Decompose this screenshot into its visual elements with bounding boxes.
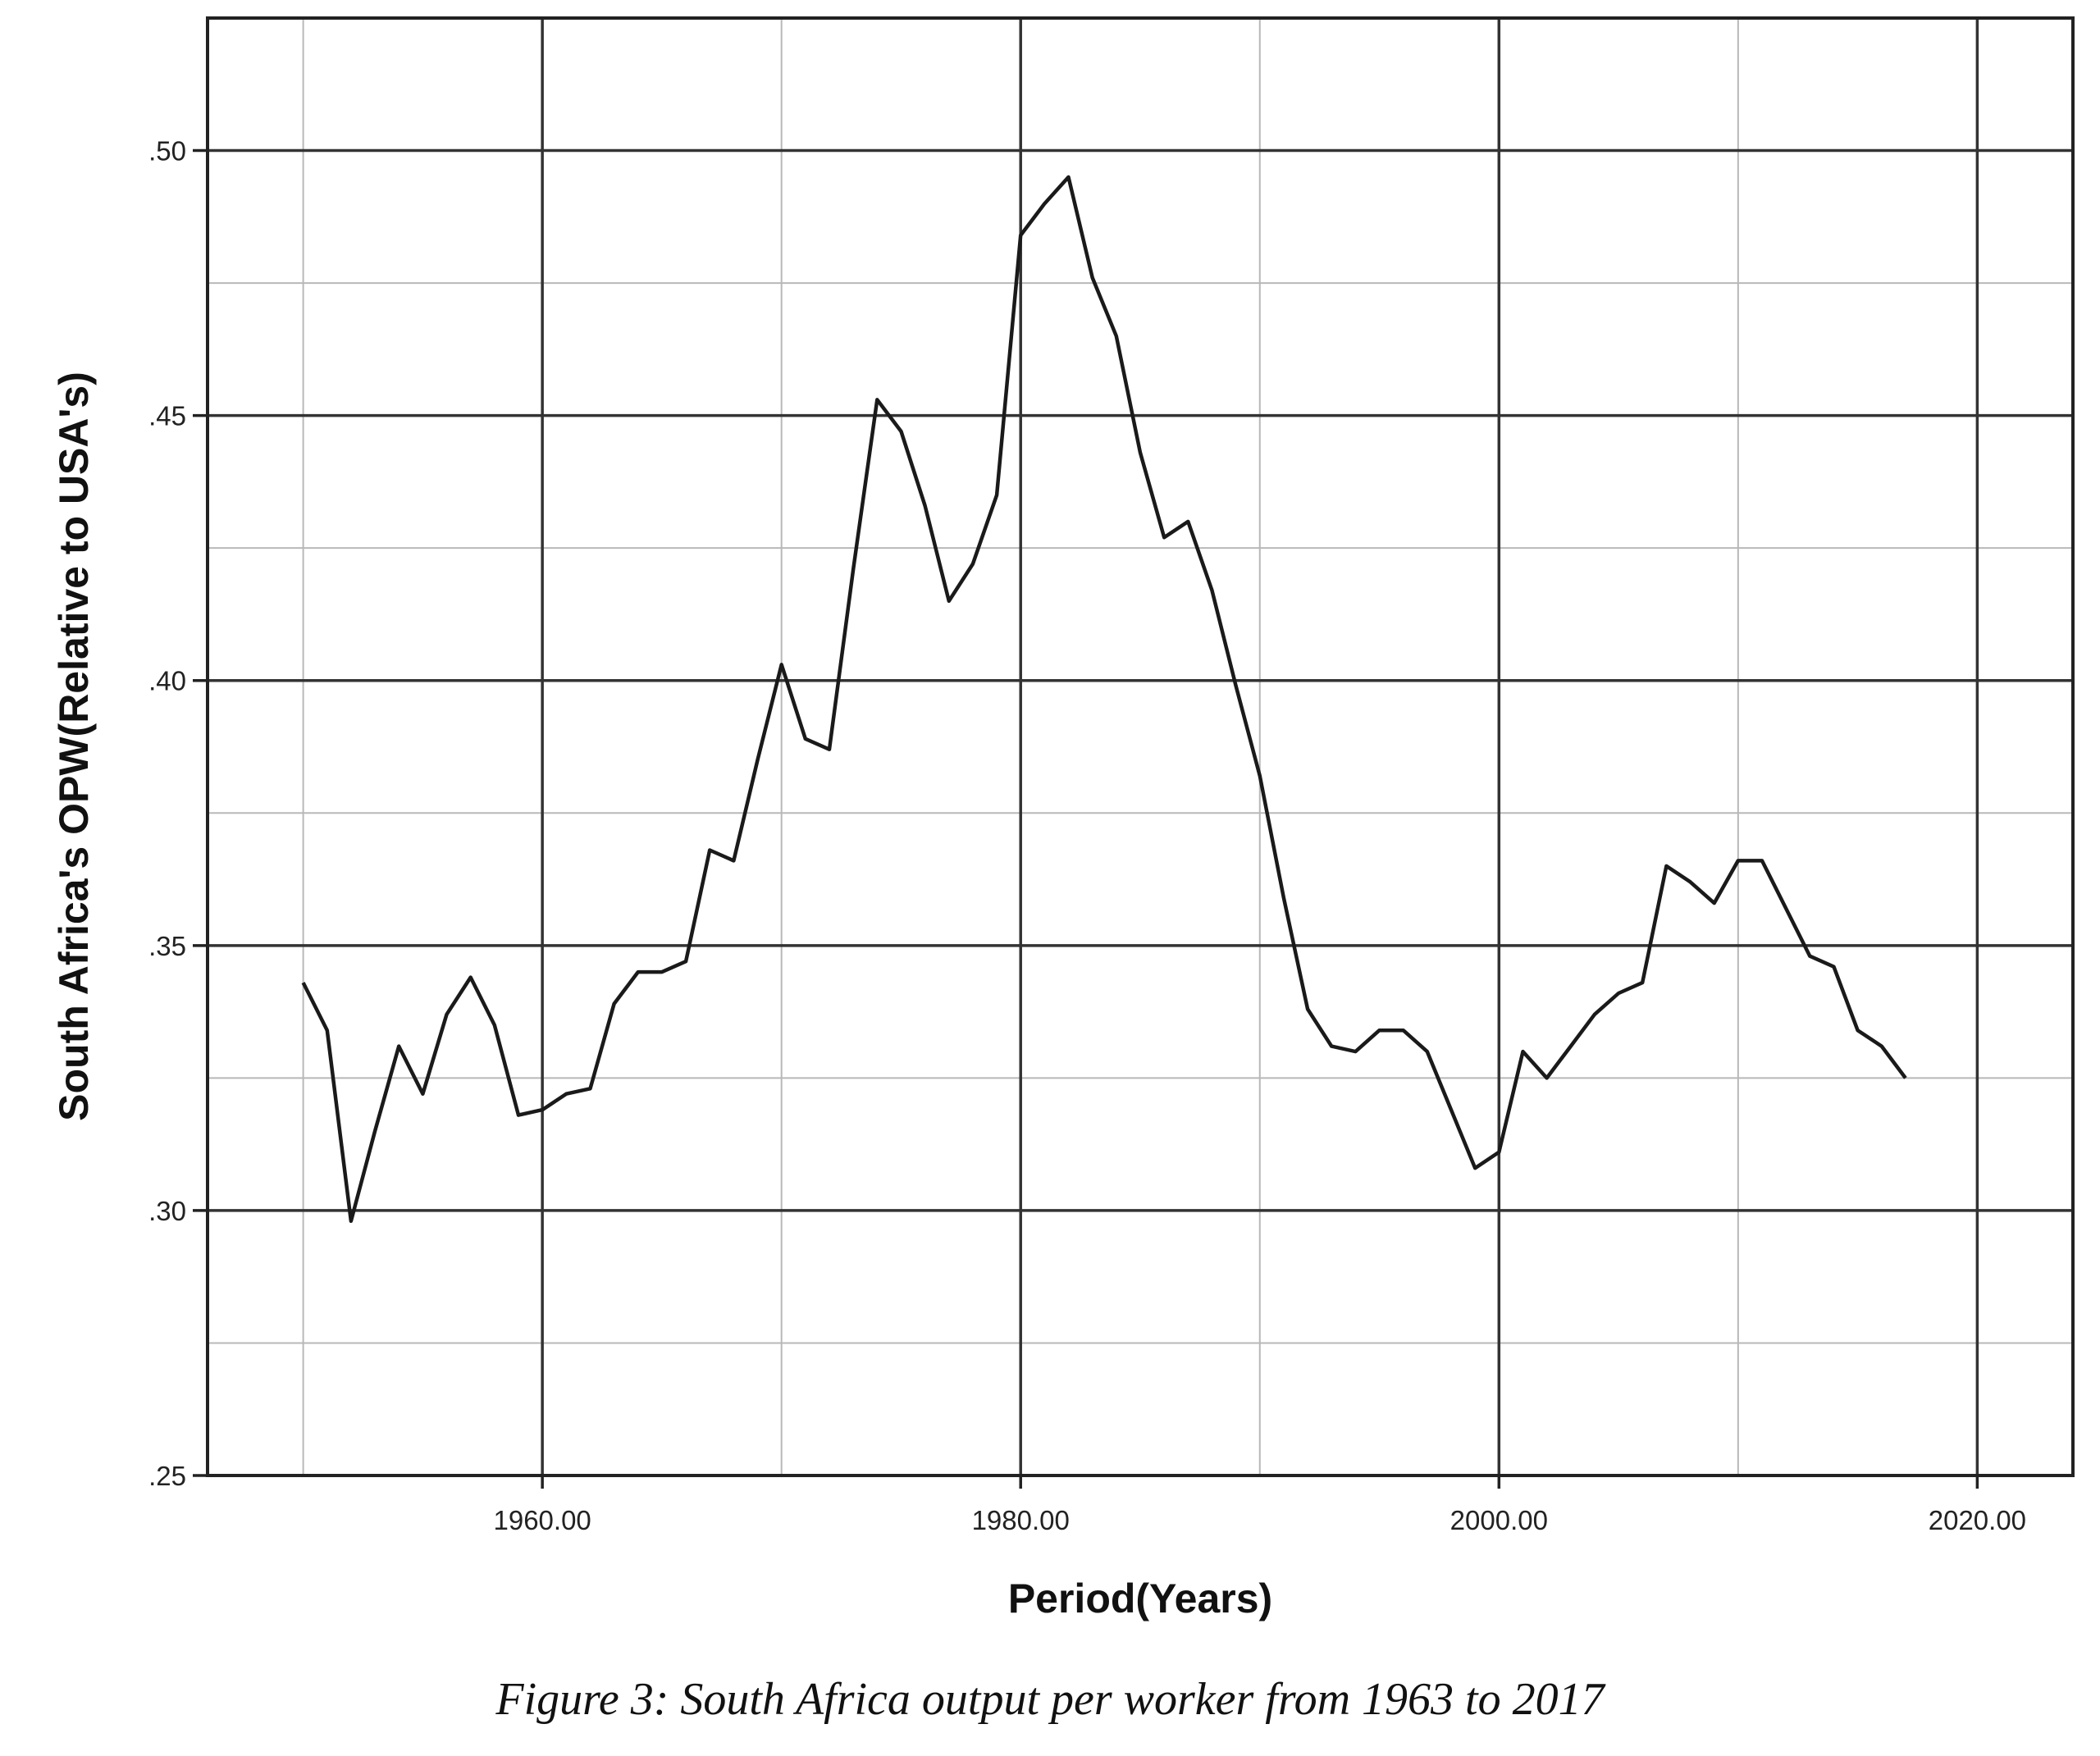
plot-background [208, 18, 2073, 1475]
x-axis-ticks: 1960.00 1980.00 2000.00 2020.00 [494, 1475, 2026, 1535]
y-tick-label: .45 [148, 401, 186, 431]
y-tick-label: .50 [148, 136, 186, 166]
major-gridlines [208, 18, 2073, 1475]
x-axis-title: Period(Years) [1008, 1576, 1272, 1621]
x-tick-label: 2000.00 [1450, 1505, 1548, 1535]
y-tick-label: .35 [148, 931, 186, 961]
x-tick-label: 2020.00 [1929, 1505, 2026, 1535]
plot-frame [206, 16, 2075, 1477]
y-tick-label: .30 [148, 1196, 186, 1226]
figure-caption: Figure 3: South Africa output per worker… [495, 1674, 1605, 1725]
x-tick-label: 1980.00 [972, 1505, 1070, 1535]
y-axis-title: South Africa's OPW(Relative to USA's) [51, 372, 97, 1121]
y-tick-label: .40 [148, 666, 186, 696]
series-line [301, 175, 1907, 1224]
y-tick-label: .25 [148, 1461, 186, 1491]
y-axis-ticks: .25 .30 .35 .40 .45 .50 [148, 136, 208, 1491]
x-tick-label: 1960.00 [494, 1505, 591, 1535]
minor-gridlines [208, 18, 2073, 1475]
